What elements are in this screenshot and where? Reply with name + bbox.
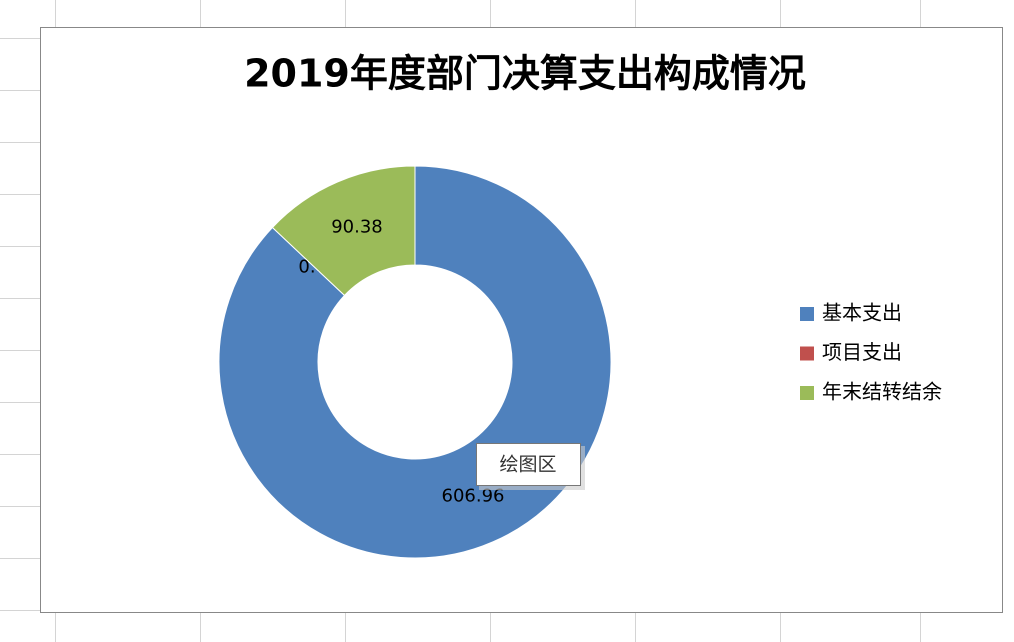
legend-label: 项目支出 xyxy=(822,340,902,364)
tooltip: 绘图区 xyxy=(476,443,585,490)
legend-label: 年末结转结余 xyxy=(822,380,942,404)
legend-swatch xyxy=(800,307,814,321)
sheet-grid xyxy=(0,0,921,642)
chart-title: 2019年度部门决算支出构成情况 xyxy=(244,52,806,96)
legend-swatch xyxy=(800,346,814,361)
legend-label: 基本支出 xyxy=(822,301,902,325)
data-label: 90.38 xyxy=(331,216,383,237)
legend-swatch xyxy=(800,386,814,400)
donut-slice xyxy=(271,165,416,297)
data-label: 606.96 xyxy=(442,486,505,507)
tooltip-text: 绘图区 xyxy=(499,454,556,476)
tooltip-box xyxy=(476,443,581,486)
